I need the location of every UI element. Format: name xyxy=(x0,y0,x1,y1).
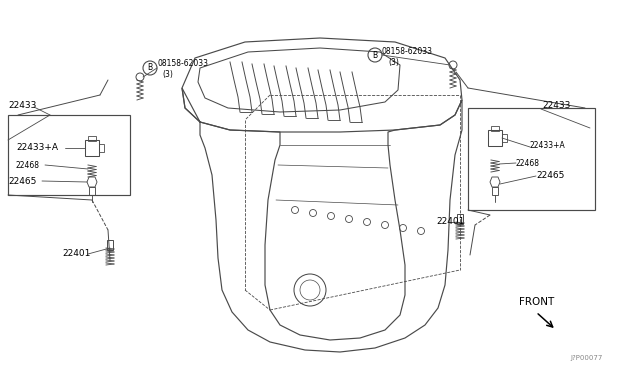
Text: 22468: 22468 xyxy=(516,158,540,167)
Text: B: B xyxy=(147,64,152,73)
Bar xyxy=(492,187,498,195)
Bar xyxy=(502,134,507,142)
Text: 22468: 22468 xyxy=(16,160,40,170)
Bar xyxy=(89,187,95,195)
Text: B: B xyxy=(372,51,378,60)
Text: 22465: 22465 xyxy=(8,176,36,186)
Bar xyxy=(468,108,595,210)
Text: FRONT: FRONT xyxy=(519,297,554,307)
Text: J?P00077: J?P00077 xyxy=(570,355,602,361)
Bar xyxy=(99,144,104,152)
Text: 08158-62033: 08158-62033 xyxy=(157,60,208,68)
Bar xyxy=(491,126,499,131)
Bar xyxy=(457,214,463,224)
Text: 22465: 22465 xyxy=(536,170,564,180)
Text: 22433+A: 22433+A xyxy=(530,141,566,151)
Bar xyxy=(88,136,96,141)
Bar xyxy=(85,140,99,156)
Text: 22433: 22433 xyxy=(8,102,36,110)
Text: 22401: 22401 xyxy=(436,218,465,227)
Text: 08158-62033: 08158-62033 xyxy=(382,46,433,55)
Text: (3): (3) xyxy=(388,58,399,67)
Bar xyxy=(107,240,113,250)
Text: (3): (3) xyxy=(162,71,173,80)
Text: 22433: 22433 xyxy=(542,102,570,110)
Text: 22401: 22401 xyxy=(62,250,90,259)
Bar xyxy=(488,130,502,146)
Bar xyxy=(8,115,130,195)
Text: 22433+A: 22433+A xyxy=(16,144,58,153)
